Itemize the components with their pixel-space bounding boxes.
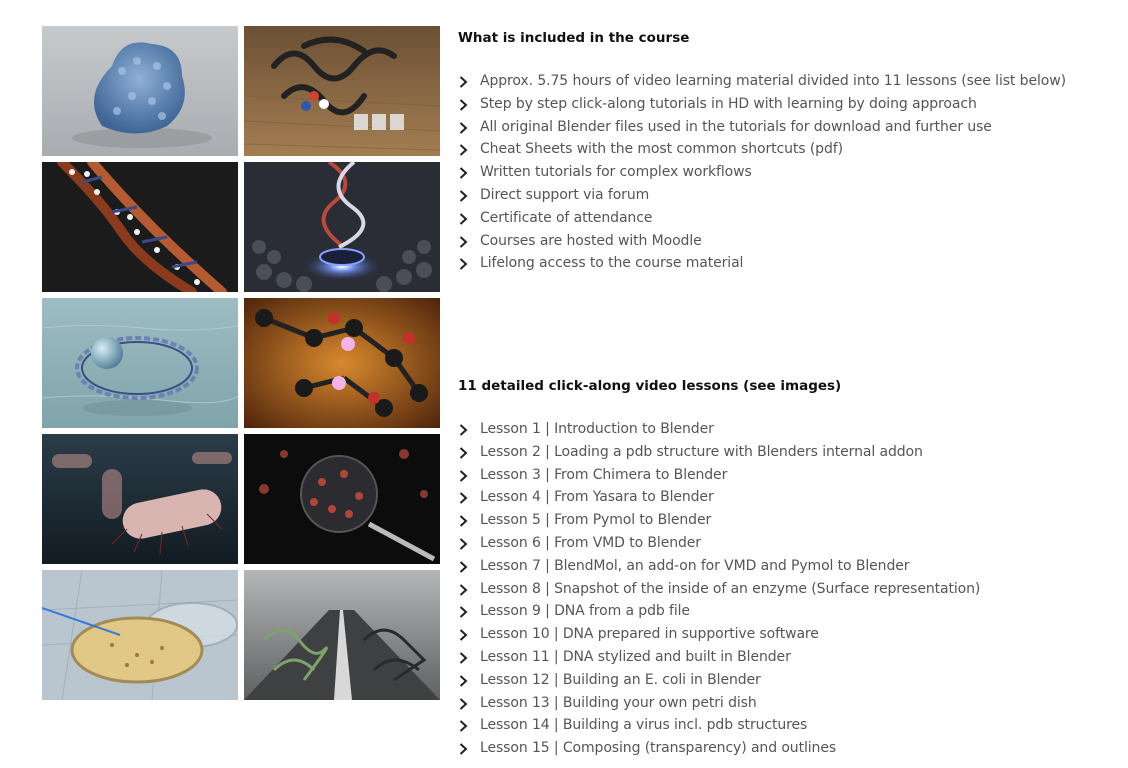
virus-magnifier-image	[244, 434, 440, 564]
list-item: Written tutorials for complex workflows	[458, 161, 1078, 184]
protein-surface-image	[42, 26, 238, 156]
chevron-right-icon	[458, 669, 470, 692]
lessons-heading: 11 detailed click-along video lessons (s…	[458, 378, 842, 394]
included-section: What is included in the course Approx. 5…	[458, 28, 1078, 275]
lessons-list: Lesson 1 | Introduction to Blender Lesso…	[458, 418, 980, 760]
chevron-right-icon	[458, 464, 470, 487]
list-item: Lesson 8 | Snapshot of the inside of an …	[458, 578, 980, 601]
list-item: Lesson 10 | DNA prepared in supportive s…	[458, 623, 980, 646]
list-item: Lesson 2 | Loading a pdb structure with …	[458, 441, 980, 464]
list-item: Lesson 11 | DNA stylized and built in Bl…	[458, 646, 980, 669]
included-list: Approx. 5.75 hours of video learning mat…	[458, 70, 1078, 275]
dna-through-pore-image	[244, 162, 440, 292]
chevron-right-icon	[458, 70, 470, 93]
list-item: Lesson 5 | From Pymol to Blender	[458, 509, 980, 532]
protein-ribbon-on-wood-image	[244, 26, 440, 156]
chevron-right-icon	[458, 207, 470, 230]
list-item: Lesson 4 | From Yasara to Blender	[458, 486, 980, 509]
dna-ring-on-water-image	[42, 298, 238, 428]
list-item: Lifelong access to the course material	[458, 252, 1078, 275]
course-info: What is included in the course Approx. 5…	[458, 28, 1078, 756]
list-item: Direct support via forum	[458, 184, 1078, 207]
bacteria-underwater-image	[42, 434, 238, 564]
list-item: Lesson 12 | Building an E. coli in Blend…	[458, 669, 980, 692]
list-item: Cheat Sheets with the most common shortc…	[458, 138, 1078, 161]
molecule-closeup-image	[244, 298, 440, 428]
list-item: Lesson 9 | DNA from a pdb file	[458, 600, 980, 623]
petri-dish-image	[42, 570, 238, 700]
chevron-right-icon	[458, 184, 470, 207]
chevron-right-icon	[458, 692, 470, 715]
chevron-right-icon	[458, 138, 470, 161]
chevron-right-icon	[458, 441, 470, 464]
lessons-section: 11 detailed click-along video lessons (s…	[458, 376, 980, 760]
chevron-right-icon	[458, 532, 470, 555]
chevron-right-icon	[458, 646, 470, 669]
chevron-right-icon	[458, 600, 470, 623]
chevron-right-icon	[458, 486, 470, 509]
included-heading: What is included in the course	[458, 30, 690, 46]
chevron-right-icon	[458, 578, 470, 601]
list-item: Certificate of attendance	[458, 207, 1078, 230]
list-item: Lesson 7 | BlendMol, an add-on for VMD a…	[458, 555, 980, 578]
chevron-right-icon	[458, 418, 470, 441]
chevron-right-icon	[458, 116, 470, 139]
list-item: Lesson 13 | Building your own petri dish	[458, 692, 980, 715]
list-item: Lesson 3 | From Chimera to Blender	[458, 464, 980, 487]
chevron-right-icon	[458, 714, 470, 737]
list-item: Lesson 14 | Building a virus incl. pdb s…	[458, 714, 980, 737]
dna-helix-image	[42, 162, 238, 292]
chevron-right-icon	[458, 509, 470, 532]
proteins-on-road-image	[244, 570, 440, 700]
chevron-right-icon	[458, 623, 470, 646]
list-item: Step by step click-along tutorials in HD…	[458, 93, 1078, 116]
list-item: Lesson 6 | From VMD to Blender	[458, 532, 980, 555]
list-item: All original Blender files used in the t…	[458, 116, 1078, 139]
chevron-right-icon	[458, 93, 470, 116]
list-item: Lesson 15 | Composing (transparency) and…	[458, 737, 980, 760]
chevron-right-icon	[458, 737, 470, 760]
list-item: Courses are hosted with Moodle	[458, 230, 1078, 253]
list-item: Lesson 1 | Introduction to Blender	[458, 418, 980, 441]
chevron-right-icon	[458, 230, 470, 253]
chevron-right-icon	[458, 161, 470, 184]
chevron-right-icon	[458, 555, 470, 578]
chevron-right-icon	[458, 252, 470, 275]
list-item: Approx. 5.75 hours of video learning mat…	[458, 70, 1078, 93]
